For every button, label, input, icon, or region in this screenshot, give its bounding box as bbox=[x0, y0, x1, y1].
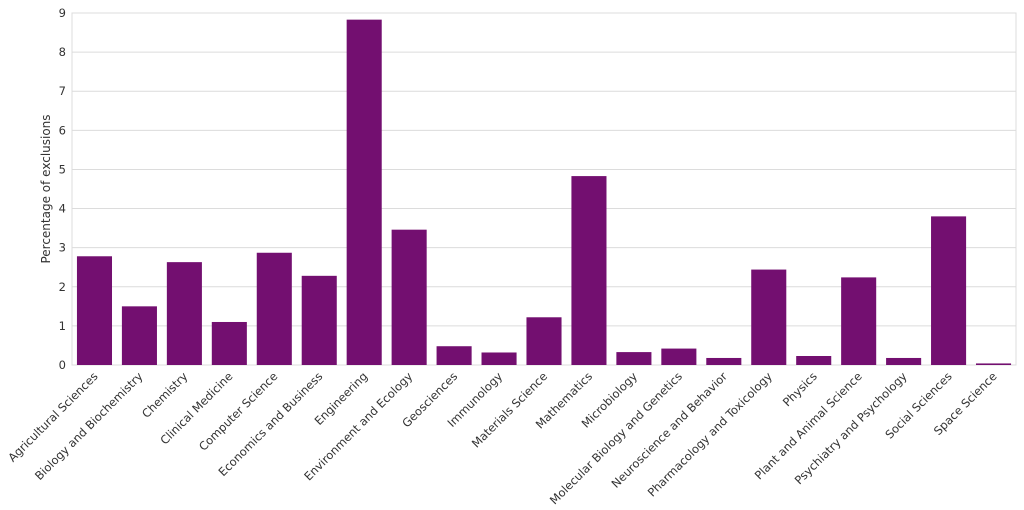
x-tick-label: Materials Science bbox=[469, 369, 550, 450]
bar bbox=[706, 357, 742, 365]
bar bbox=[841, 277, 877, 365]
x-tick-label: Computer Science bbox=[196, 369, 280, 453]
y-tick-label: 0 bbox=[59, 358, 66, 372]
bar bbox=[616, 352, 652, 365]
bar bbox=[211, 321, 247, 365]
bars bbox=[76, 19, 1012, 365]
bar bbox=[391, 229, 427, 365]
bar bbox=[301, 275, 337, 365]
y-tick-label: 4 bbox=[59, 202, 66, 216]
bar bbox=[886, 357, 922, 365]
bar bbox=[166, 262, 202, 365]
bar bbox=[975, 363, 1012, 365]
bar bbox=[661, 348, 697, 365]
bar bbox=[346, 19, 382, 365]
y-tick-label: 6 bbox=[59, 123, 66, 137]
y-tick-label: 9 bbox=[59, 6, 66, 20]
bar bbox=[76, 256, 113, 365]
y-tick-label: 8 bbox=[59, 45, 66, 59]
bar bbox=[256, 252, 292, 365]
y-tick-label: 3 bbox=[59, 241, 66, 255]
bar bbox=[931, 216, 967, 365]
bar bbox=[436, 346, 472, 365]
y-tick-labels: 0 1 2 3 4 5 6 7 8 9 bbox=[59, 6, 66, 372]
bar bbox=[526, 317, 562, 365]
bar bbox=[751, 269, 787, 365]
x-tick-label: Physics bbox=[780, 369, 820, 409]
x-tick-label: Agricultural Sciences bbox=[5, 369, 100, 464]
bar bbox=[121, 306, 157, 365]
bar bbox=[796, 356, 832, 365]
y-tick-label: 1 bbox=[59, 319, 66, 333]
bar bbox=[481, 352, 517, 365]
y-tick-label: 2 bbox=[59, 280, 66, 294]
y-axis-label: Percentage of exclusions bbox=[39, 114, 53, 263]
y-tick-label: 7 bbox=[59, 84, 66, 98]
y-tick-label: 5 bbox=[59, 162, 66, 176]
bar bbox=[571, 176, 607, 365]
